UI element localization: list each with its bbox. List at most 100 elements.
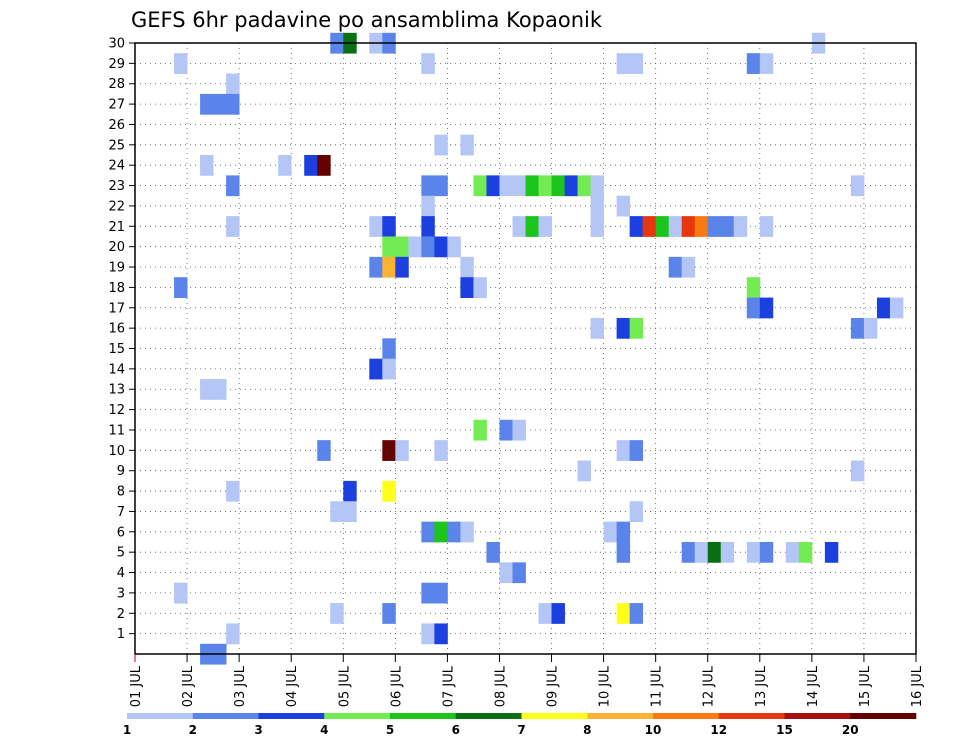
precip-cell (616, 603, 631, 624)
precip-cell (551, 175, 565, 197)
precip-cell (525, 175, 539, 197)
x-tick-label: 06 JUL (389, 665, 404, 707)
precip-cell (759, 53, 774, 74)
precip-cell (824, 541, 839, 563)
precip-cell (590, 175, 604, 197)
y-tick-label: 1 (117, 627, 125, 642)
legend-swatch (718, 713, 785, 719)
precip-cell (512, 216, 526, 237)
x-tick-label: 09 JUL (546, 665, 561, 707)
precip-cell (629, 216, 644, 237)
precip-cell (616, 440, 631, 461)
legend-label: 6 (452, 723, 460, 737)
precip-cell (226, 480, 240, 502)
y-tick-label: 6 (117, 525, 125, 540)
precip-cell (174, 53, 188, 74)
x-tick-label: 08 JUL (493, 665, 508, 707)
legend-swatch (324, 713, 391, 719)
precip-cell (434, 134, 448, 156)
precip-cell (889, 297, 904, 319)
legend-label: 8 (583, 723, 591, 737)
y-tick-label: 4 (117, 566, 125, 581)
precip-cell (200, 93, 214, 115)
precip-cell (720, 216, 735, 237)
precip-cell (343, 501, 357, 523)
legend-swatch (587, 713, 654, 719)
y-tick-label: 30 (108, 37, 125, 52)
precip-cell (382, 256, 396, 278)
precip-cell (629, 53, 644, 74)
precip-cell (395, 440, 409, 461)
y-tick-label: 9 (117, 464, 125, 479)
precip-cell (434, 236, 448, 258)
precip-cell (564, 175, 578, 197)
precip-cell (694, 216, 709, 237)
legend-swatch (455, 713, 522, 719)
precip-cell (278, 155, 292, 176)
precip-cell (382, 440, 396, 461)
precip-cell (616, 53, 631, 74)
legend-label: 7 (517, 723, 525, 737)
y-tick-label: 5 (117, 546, 125, 561)
precip-cell (642, 216, 657, 237)
precip-cell (850, 317, 865, 339)
precipitation-cells (174, 32, 904, 665)
precip-cell (226, 175, 240, 197)
precip-cell (629, 317, 644, 339)
precip-cell (226, 93, 240, 115)
y-tick-label: 22 (108, 199, 125, 214)
precip-cell (369, 216, 383, 237)
precip-cell (200, 155, 214, 176)
precip-cell (538, 603, 552, 624)
x-tick-label: 12 JUL (702, 665, 717, 707)
precip-cell (434, 521, 448, 543)
precip-cell (746, 297, 761, 319)
precip-cell (382, 216, 396, 237)
precip-cell (603, 521, 618, 543)
precip-cell (434, 175, 448, 197)
x-tick-label: 04 JUL (285, 665, 300, 707)
precip-cell (486, 175, 500, 197)
y-tick-label: 24 (108, 159, 125, 174)
precip-cell (460, 277, 474, 298)
precip-cell (317, 155, 331, 176)
legend-label: 20 (842, 723, 859, 737)
legend-label: 3 (254, 723, 262, 737)
y-tick-label: 18 (108, 281, 125, 296)
y-tick-label: 8 (117, 485, 125, 500)
legend-swatch (192, 713, 259, 719)
precip-cell (512, 419, 526, 441)
y-tick-label: 15 (108, 342, 125, 357)
precip-cell (473, 175, 487, 197)
y-tick-label: 19 (108, 261, 125, 276)
precip-cell (577, 175, 591, 197)
precip-cell (421, 175, 435, 197)
legend-label: 15 (776, 723, 793, 737)
precip-cell (798, 541, 813, 563)
legend-swatch (127, 713, 194, 719)
precip-cell (382, 236, 396, 258)
precip-cell (512, 175, 526, 197)
precip-cell (746, 541, 761, 563)
y-tick-label: 21 (108, 220, 125, 235)
precip-cell (681, 256, 696, 278)
x-tick-label: 11 JUL (650, 665, 665, 707)
precip-cell (460, 256, 474, 278)
y-tick-label: 28 (108, 77, 125, 92)
y-tick-label: 7 (117, 505, 125, 520)
precip-cell (525, 216, 539, 237)
precip-cell (759, 541, 774, 563)
precip-cell (707, 216, 722, 237)
y-tick-label: 29 (108, 57, 125, 72)
precip-cell (174, 582, 188, 604)
x-tick-label: 03 JUL (233, 665, 248, 707)
y-tick-label: 27 (108, 98, 125, 113)
precip-cell (226, 73, 240, 95)
precip-cell (538, 216, 552, 237)
precip-cell (395, 256, 409, 278)
precip-cell (421, 195, 435, 217)
legend-swatch (258, 713, 325, 719)
x-tick-label: 07 JUL (441, 665, 456, 707)
precip-cell (421, 53, 435, 74)
legend-swatch (521, 713, 588, 719)
